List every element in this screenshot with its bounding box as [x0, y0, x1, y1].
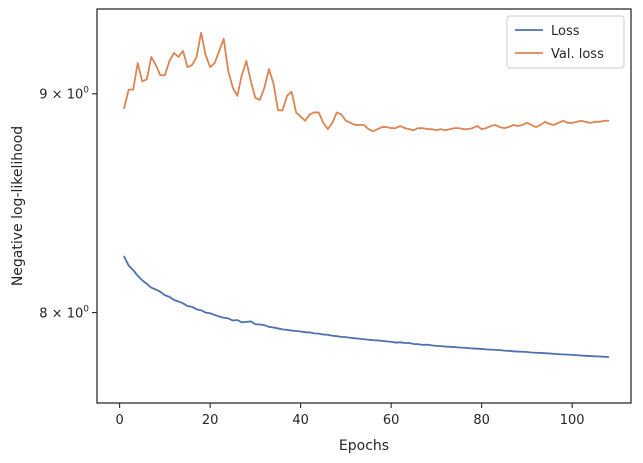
- plot-area: [97, 9, 631, 403]
- legend-label-loss: Loss: [551, 24, 580, 39]
- x-tick-label: 20: [202, 413, 219, 428]
- x-tick-label: 0: [115, 413, 123, 428]
- x-tick-label: 80: [473, 413, 490, 428]
- series-line-val-loss: [123, 31, 610, 133]
- x-axis: 0 20 40 60 80 100: [115, 403, 585, 428]
- x-axis-label: Epochs: [339, 438, 389, 454]
- legend-label-val-loss: Val. loss: [551, 47, 604, 62]
- legend: Loss Val. loss: [506, 15, 625, 69]
- y-axis-label: Negative log-likelihood: [10, 126, 26, 286]
- y-axis: 8 × 100 9 × 100: [39, 86, 97, 322]
- x-tick-label: 100: [560, 413, 585, 428]
- legend-box: [506, 15, 625, 69]
- x-tick-label: 40: [292, 413, 309, 428]
- series-layer: [123, 31, 610, 358]
- y-tick-label: 8 × 100: [39, 305, 89, 322]
- series-line-loss: [123, 255, 610, 358]
- y-tick-label: 9 × 100: [39, 86, 89, 103]
- x-tick-label: 60: [383, 413, 400, 428]
- plot-frame: [96, 8, 632, 404]
